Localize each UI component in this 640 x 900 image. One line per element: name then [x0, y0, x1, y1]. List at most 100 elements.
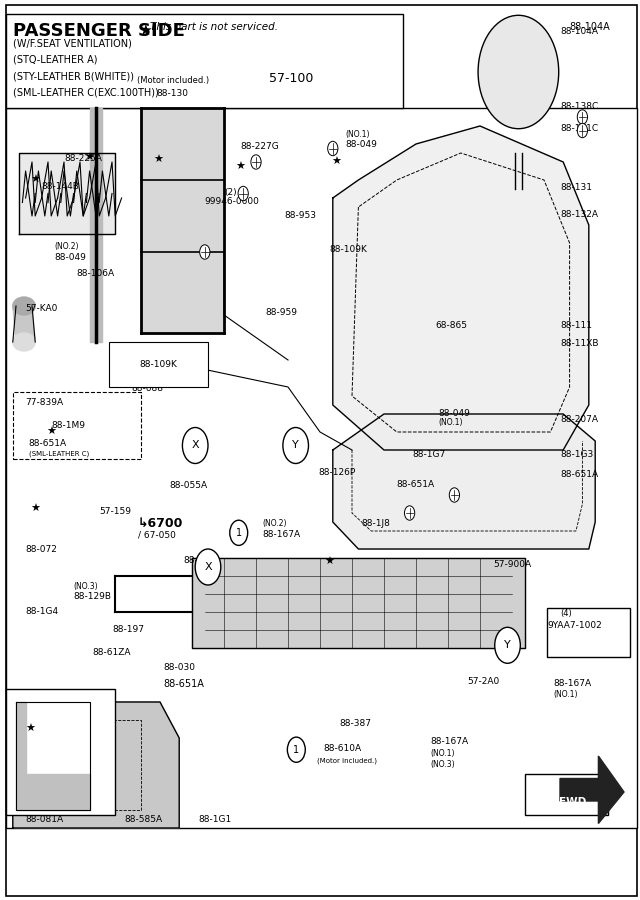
Text: 88-11XB: 88-11XB: [560, 339, 598, 348]
Text: 57-100: 57-100: [269, 72, 313, 85]
Text: ★: ★: [84, 152, 95, 163]
Circle shape: [251, 155, 261, 169]
Text: ★: ★: [30, 503, 40, 514]
Text: 88-651A: 88-651A: [163, 679, 204, 689]
Text: (NO.1): (NO.1): [346, 130, 370, 139]
FancyBboxPatch shape: [109, 342, 208, 387]
Ellipse shape: [13, 297, 35, 315]
Text: 88-387: 88-387: [339, 719, 371, 728]
Text: 88-138C: 88-138C: [560, 102, 598, 111]
Text: ★: ★: [331, 157, 341, 167]
Text: 88-167A: 88-167A: [262, 530, 301, 539]
Circle shape: [495, 627, 520, 663]
Text: 57-159: 57-159: [99, 507, 131, 516]
Text: ★: ★: [46, 427, 56, 437]
Text: (NO.3): (NO.3): [74, 582, 98, 591]
Text: (STQ-LEATHER A): (STQ-LEATHER A): [13, 55, 97, 65]
Ellipse shape: [13, 333, 35, 351]
Text: 57-900A: 57-900A: [493, 560, 531, 569]
Text: 88-167A: 88-167A: [430, 737, 468, 746]
Text: 88-055A: 88-055A: [170, 482, 208, 490]
Polygon shape: [19, 153, 115, 234]
Text: 88-104A: 88-104A: [560, 27, 598, 36]
Text: 88-106A: 88-106A: [77, 269, 115, 278]
Text: 88-049: 88-049: [54, 253, 86, 262]
Text: 88-141C: 88-141C: [560, 124, 598, 133]
FancyBboxPatch shape: [547, 608, 630, 657]
Text: 1: 1: [293, 744, 300, 755]
Polygon shape: [16, 702, 26, 774]
Text: X: X: [204, 562, 212, 572]
Text: 1: 1: [236, 527, 242, 538]
Text: 88-959: 88-959: [266, 308, 298, 317]
Text: 88-081A: 88-081A: [26, 814, 64, 824]
FancyBboxPatch shape: [525, 774, 608, 814]
Text: 88-61ZA: 88-61ZA: [93, 648, 131, 657]
Text: 88-130: 88-130: [157, 89, 189, 98]
Circle shape: [328, 141, 338, 156]
FancyBboxPatch shape: [6, 14, 403, 108]
Circle shape: [404, 506, 415, 520]
Ellipse shape: [478, 15, 559, 129]
Text: 88-131: 88-131: [560, 183, 592, 192]
Text: (SML-LEATHER C(EXC.100TH)): (SML-LEATHER C(EXC.100TH)): [13, 87, 159, 97]
Circle shape: [230, 520, 248, 545]
Text: 57-2A0: 57-2A0: [467, 677, 499, 686]
Text: 88-030: 88-030: [163, 663, 195, 672]
Text: 88-072: 88-072: [26, 544, 58, 554]
Text: 9YAA7-1002: 9YAA7-1002: [548, 621, 603, 630]
Text: 88-049: 88-049: [346, 140, 378, 149]
Text: 88-111: 88-111: [560, 321, 592, 330]
Text: (NO.1): (NO.1): [554, 690, 578, 699]
Text: (Motor included.): (Motor included.): [317, 757, 377, 764]
Text: 88-610A: 88-610A: [323, 744, 362, 753]
Text: 88-167A: 88-167A: [554, 680, 592, 688]
Text: This part is not serviced.: This part is not serviced.: [150, 22, 278, 32]
Text: FWD: FWD: [559, 797, 586, 807]
FancyBboxPatch shape: [13, 392, 141, 459]
Polygon shape: [333, 414, 595, 549]
Polygon shape: [141, 108, 224, 333]
Text: 88-129B: 88-129B: [74, 592, 111, 601]
Text: (2): (2): [224, 188, 237, 197]
Text: 88-049: 88-049: [438, 409, 470, 418]
Text: 77-839A: 77-839A: [26, 398, 64, 407]
Text: Y: Y: [504, 640, 511, 651]
Text: (4): (4): [560, 609, 572, 618]
Text: 88-1M9: 88-1M9: [51, 421, 85, 430]
Circle shape: [577, 123, 588, 138]
Text: 88-227G: 88-227G: [240, 142, 279, 151]
Text: 88-126P: 88-126P: [318, 468, 355, 477]
Polygon shape: [13, 306, 35, 342]
Circle shape: [182, 428, 208, 464]
Circle shape: [283, 428, 308, 464]
Text: 88-132A: 88-132A: [560, 210, 598, 219]
Text: 88-651A: 88-651A: [29, 439, 67, 448]
Text: 88-166E: 88-166E: [26, 801, 63, 810]
Text: 88-109K: 88-109K: [140, 360, 178, 369]
Text: 88-207A: 88-207A: [560, 415, 598, 424]
Text: X: X: [191, 440, 199, 451]
Text: 99946-0600: 99946-0600: [205, 197, 260, 206]
Circle shape: [287, 737, 305, 762]
Text: 88-225A: 88-225A: [64, 154, 102, 163]
Text: (NO.1): (NO.1): [430, 749, 454, 758]
Text: 88-232: 88-232: [183, 556, 215, 565]
Text: (Motor included.): (Motor included.): [137, 76, 209, 86]
FancyBboxPatch shape: [6, 688, 115, 814]
FancyBboxPatch shape: [6, 4, 637, 896]
Text: Y: Y: [292, 440, 299, 451]
FancyBboxPatch shape: [6, 108, 637, 828]
Text: 88-109K: 88-109K: [330, 245, 367, 254]
Text: 88-651A: 88-651A: [560, 470, 598, 479]
Text: (NO.1): (NO.1): [438, 418, 463, 427]
Text: 88-585A: 88-585A: [125, 814, 163, 824]
Text: 88-1G7: 88-1G7: [413, 450, 446, 459]
Text: ★: ★: [235, 161, 245, 172]
Text: 88-651A: 88-651A: [397, 480, 435, 489]
Text: 88-197: 88-197: [112, 626, 144, 634]
Circle shape: [238, 186, 248, 201]
Text: 88-1J8: 88-1J8: [362, 519, 390, 528]
Polygon shape: [16, 774, 90, 810]
Text: ★: ★: [154, 155, 164, 166]
